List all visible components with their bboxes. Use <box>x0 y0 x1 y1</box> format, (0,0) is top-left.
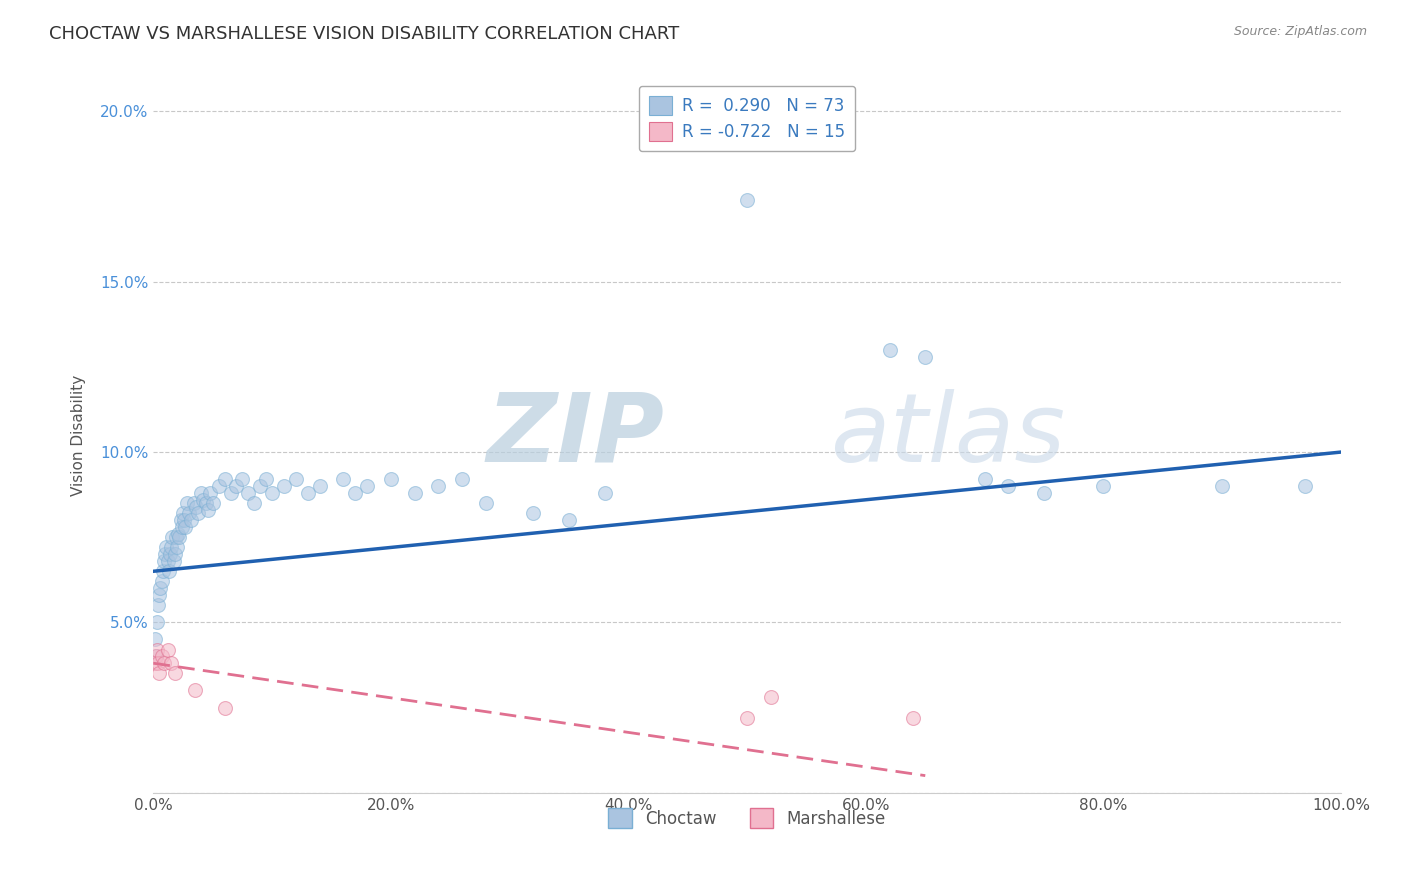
Point <box>297 486 319 500</box>
Point <box>190 486 212 500</box>
Point <box>155 541 177 555</box>
Point <box>208 479 231 493</box>
Point <box>427 479 450 493</box>
Point <box>155 547 177 561</box>
Point <box>997 479 1019 493</box>
Point <box>404 486 426 500</box>
Point <box>162 530 184 544</box>
Point <box>176 496 198 510</box>
Point <box>593 486 616 500</box>
Point <box>172 507 194 521</box>
Point <box>148 588 170 602</box>
Point <box>159 547 181 561</box>
Point <box>522 507 544 521</box>
Y-axis label: Vision Disability: Vision Disability <box>72 375 86 496</box>
Text: Source: ZipAtlas.com: Source: ZipAtlas.com <box>1233 25 1367 38</box>
Point <box>183 496 205 510</box>
Point <box>156 642 179 657</box>
Point <box>153 554 176 568</box>
Point <box>284 472 307 486</box>
Point <box>184 683 207 698</box>
Point <box>150 649 173 664</box>
Point <box>169 530 191 544</box>
Point <box>157 564 180 578</box>
Point <box>201 496 224 510</box>
Point <box>170 513 193 527</box>
Point <box>238 486 260 500</box>
Point <box>914 350 936 364</box>
Point <box>153 657 176 671</box>
Point <box>163 666 186 681</box>
Point <box>197 503 219 517</box>
Point <box>214 472 236 486</box>
Point <box>262 486 284 500</box>
Text: CHOCTAW VS MARSHALLESE VISION DISABILITY CORRELATION CHART: CHOCTAW VS MARSHALLESE VISION DISABILITY… <box>49 25 679 43</box>
Point <box>200 486 222 500</box>
Point <box>194 496 217 510</box>
Point <box>173 513 195 527</box>
Point <box>184 500 207 514</box>
Point <box>759 690 782 705</box>
Point <box>451 472 474 486</box>
Point <box>170 520 193 534</box>
Point <box>165 530 187 544</box>
Point <box>735 711 758 725</box>
Point <box>903 711 925 725</box>
Point <box>146 657 169 671</box>
Point <box>146 599 169 613</box>
Point <box>152 564 174 578</box>
Point <box>1092 479 1115 493</box>
Point <box>160 541 183 555</box>
Point <box>145 649 167 664</box>
Point <box>143 657 166 671</box>
Point <box>225 479 247 493</box>
Point <box>150 574 173 589</box>
Point <box>160 657 183 671</box>
Point <box>146 615 169 630</box>
Point <box>163 547 186 561</box>
Point <box>332 472 354 486</box>
Point <box>735 193 758 207</box>
Point <box>254 472 277 486</box>
Point <box>167 526 190 541</box>
Point <box>308 479 330 493</box>
Point <box>180 513 202 527</box>
Point <box>214 700 236 714</box>
Point <box>187 507 209 521</box>
Point <box>558 513 581 527</box>
Point <box>193 492 215 507</box>
Point <box>156 554 179 568</box>
Point <box>166 541 188 555</box>
Point <box>162 554 184 568</box>
Point <box>475 496 498 510</box>
Point <box>380 472 402 486</box>
Point <box>243 496 266 510</box>
Point <box>174 520 197 534</box>
Legend: Choctaw, Marshallese: Choctaw, Marshallese <box>602 802 893 834</box>
Point <box>356 479 378 493</box>
Point <box>231 472 253 486</box>
Point <box>1294 479 1316 493</box>
Point <box>273 479 295 493</box>
Text: atlas: atlas <box>831 389 1066 482</box>
Point <box>1211 479 1233 493</box>
Point <box>149 582 172 596</box>
Point <box>1033 486 1056 500</box>
Point <box>973 472 995 486</box>
Point <box>146 642 169 657</box>
Point <box>143 632 166 647</box>
Point <box>219 486 242 500</box>
Point <box>148 666 170 681</box>
Point <box>879 343 901 357</box>
Point <box>177 507 200 521</box>
Point <box>249 479 271 493</box>
Point <box>145 649 167 664</box>
Text: ZIP: ZIP <box>486 389 664 482</box>
Point <box>344 486 367 500</box>
